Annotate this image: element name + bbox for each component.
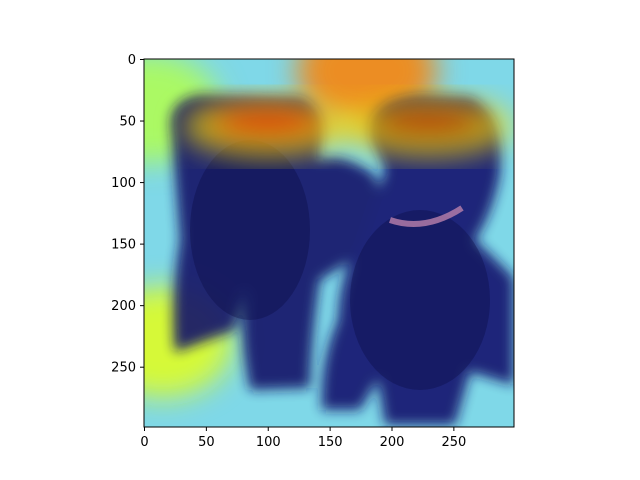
hot-layer (182, 96, 514, 157)
x-tick-label: 200 (380, 435, 405, 450)
x-tick-label: 50 (198, 435, 215, 450)
dogs-photo (170, 95, 514, 425)
left-dog-silhouette (170, 95, 380, 390)
y-tick-label: 0 (128, 53, 136, 68)
y-tick-label: 250 (111, 361, 136, 376)
x-tick-label: 150 (318, 435, 343, 450)
x-axis: 0 50 100 150 200 250 (140, 427, 466, 450)
dog-texture (190, 140, 490, 390)
hot-region-1 (368, 106, 489, 139)
y-tick-label: 200 (111, 299, 136, 314)
y-axis: 0 50 100 150 200 250 (111, 53, 144, 376)
right-dog-silhouette (321, 96, 514, 425)
hot-region-0 (207, 106, 328, 139)
x-tick-label: 250 (441, 435, 466, 450)
x-tick-label: 100 (256, 435, 281, 450)
x-tick-label: 0 (140, 435, 148, 450)
dog-collar (389, 205, 464, 227)
plot-area (144, 59, 514, 427)
y-tick-label: 50 (119, 115, 136, 130)
y-tick-label: 100 (111, 176, 136, 191)
axes-frame (143, 58, 515, 428)
y-tick-label: 150 (111, 238, 136, 253)
